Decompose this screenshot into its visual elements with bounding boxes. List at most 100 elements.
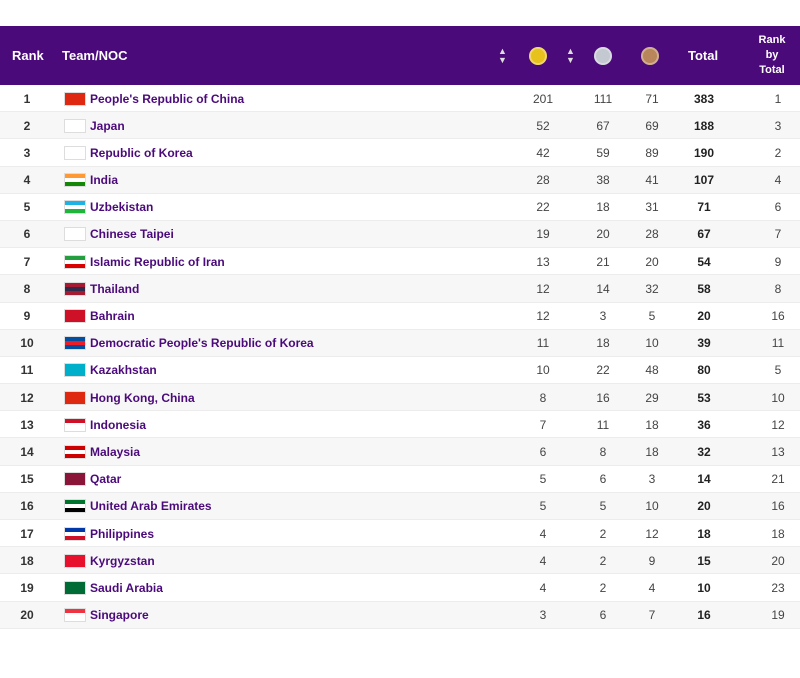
- team-name-link[interactable]: Bahrain: [90, 309, 135, 323]
- team-column-header[interactable]: Team/NOC: [62, 48, 128, 63]
- bronze-count: 10: [645, 336, 659, 351]
- rank-cell: 4: [23, 173, 31, 188]
- total-count: 36: [697, 417, 711, 432]
- gold-count: 3: [539, 608, 547, 623]
- gold-count: 22: [536, 200, 550, 215]
- flag-cell: [64, 547, 86, 574]
- silver-count: 2: [599, 580, 607, 595]
- bronze-medal-header[interactable]: [641, 26, 659, 85]
- gold-count: 4: [539, 553, 547, 568]
- team-name-link[interactable]: Chinese Taipei: [90, 227, 174, 242]
- rank-cell: 5: [23, 200, 31, 215]
- team-name-link[interactable]: Thailand: [90, 281, 140, 296]
- team-name-link[interactable]: Islamic Republic of Iran: [90, 254, 225, 269]
- table-row[interactable]: 5 Uzbekistan 22 18 31 71 6: [0, 194, 800, 221]
- team-name-link[interactable]: Uzbekistan: [90, 200, 154, 215]
- table-row[interactable]: 12 Hong Kong, China 8 16 29 53 10: [0, 384, 800, 412]
- table-row[interactable]: 16 United Arab Emirates 5 5 10 20 16: [0, 492, 800, 520]
- table-row[interactable]: 9 Bahrain 12 3 5 20 16: [0, 303, 800, 330]
- rank-by-total-cell: 8: [774, 281, 782, 296]
- total-column-header[interactable]: Total: [688, 48, 719, 63]
- silver-count: 21: [596, 254, 610, 269]
- table-row[interactable]: 14 Malaysia 6 8 18 32 13: [0, 438, 800, 466]
- flag-cell: [64, 85, 86, 112]
- rank-by-total-cell: 5: [774, 363, 782, 378]
- rank-cell: 7: [23, 254, 31, 269]
- table-row[interactable]: 20 Singapore 3 6 7 16 19: [0, 601, 800, 629]
- total-count: 107: [693, 173, 715, 188]
- bronze-medal-icon: [641, 46, 659, 65]
- team-name-link[interactable]: Democratic People's Republic of Korea: [90, 336, 314, 351]
- total-count: 32: [697, 444, 711, 459]
- silver-count: 18: [596, 336, 610, 351]
- team-name-link[interactable]: Saudi Arabia: [90, 580, 163, 595]
- rank-by-total-column-header[interactable]: Rank by Total: [752, 26, 792, 85]
- team-name-link[interactable]: Republic of Korea: [90, 145, 193, 160]
- table-row[interactable]: 13 Indonesia 7 11 18 36 12: [0, 411, 800, 439]
- table-row[interactable]: 19 Saudi Arabia 4 2 4 10 23: [0, 574, 800, 602]
- gold-count: 12: [536, 281, 550, 296]
- team-name-link[interactable]: Japan: [90, 118, 125, 133]
- gold-count: 4: [539, 526, 547, 541]
- country-flag-icon: [64, 444, 86, 459]
- table-row[interactable]: 18 Kyrgyzstan 4 2 9 15 20: [0, 547, 800, 575]
- bronze-count: 3: [648, 472, 656, 487]
- table-row[interactable]: 15 Qatar 5 6 3 14 21: [0, 466, 800, 493]
- total-count: 39: [697, 336, 711, 351]
- bronze-count: 12: [645, 526, 659, 541]
- country-flag-icon: [64, 363, 86, 378]
- total-count: 10: [697, 580, 711, 595]
- team-sort-icon[interactable]: ▲ ▼: [498, 45, 507, 65]
- gold-medal-header[interactable]: [529, 26, 547, 85]
- team-name-link[interactable]: India: [90, 173, 119, 188]
- silver-count: 22: [596, 363, 610, 378]
- flag-cell: [64, 357, 86, 384]
- flag-cell: [64, 384, 86, 411]
- team-name-link[interactable]: Hong Kong, China: [90, 390, 195, 405]
- silver-count: 18: [596, 200, 610, 215]
- team-name-link[interactable]: Qatar: [90, 472, 122, 487]
- table-row[interactable]: 6 Chinese Taipei 19 20 28 67 7: [0, 220, 800, 249]
- table-row[interactable]: 8 Thailand 12 14 32 58 8: [0, 275, 800, 303]
- team-name-link[interactable]: Indonesia: [90, 417, 147, 432]
- silver-count: 11: [596, 417, 610, 432]
- silver-medal-header[interactable]: [594, 26, 612, 85]
- table-row[interactable]: 10 Democratic People's Republic of Korea 1…: [0, 329, 800, 357]
- table-row[interactable]: 17 Philippines 4 2 12 18 18: [0, 520, 800, 548]
- gold-count: 4: [539, 580, 547, 595]
- rank-cell: 12: [20, 390, 34, 405]
- team-name-link[interactable]: United Arab Emirates: [90, 499, 212, 514]
- team-name-link[interactable]: Singapore: [90, 608, 149, 623]
- team-name-link[interactable]: Philippines: [90, 526, 155, 541]
- flag-cell: [64, 248, 86, 275]
- gold-sort-icon[interactable]: ▲ ▼: [566, 45, 575, 65]
- table-row[interactable]: 2 Japan 52 67 69 188 3: [0, 112, 800, 140]
- country-flag-icon: [64, 227, 86, 242]
- table-row[interactable]: 7 Islamic Republic of Iran 13 21 20 54 9: [0, 248, 800, 276]
- total-count: 54: [697, 254, 711, 269]
- table-row[interactable]: 1 People's Republic of China 201 111 71 383 1: [0, 85, 800, 113]
- rank-column-header[interactable]: Rank: [12, 48, 44, 63]
- silver-count: 111: [593, 91, 613, 106]
- team-name-link[interactable]: People's Republic of China: [90, 91, 245, 106]
- rank-cell: 1: [23, 91, 31, 106]
- country-flag-icon: [64, 91, 86, 106]
- rank-by-total-line-1: Rank: [758, 34, 786, 46]
- total-count: 67: [697, 227, 711, 242]
- silver-count: 59: [596, 145, 610, 160]
- gold-count: 201: [532, 91, 554, 106]
- silver-count: 3: [599, 309, 607, 323]
- total-count: 58: [697, 281, 711, 296]
- table-row[interactable]: 3 Republic of Korea 42 59 89 190 2: [0, 139, 800, 167]
- gold-count: 5: [539, 472, 547, 487]
- rank-by-total-line-2: by: [765, 49, 779, 61]
- team-name-link[interactable]: Malaysia: [90, 444, 141, 459]
- country-flag-icon: [64, 417, 86, 432]
- table-row[interactable]: 4 India 28 38 41 107 4: [0, 166, 800, 194]
- team-name-link[interactable]: Kyrgyzstan: [90, 553, 155, 568]
- team-name-link[interactable]: Kazakhstan: [90, 363, 157, 378]
- rank-cell: 8: [23, 281, 31, 296]
- country-flag-icon: [64, 499, 86, 514]
- table-row[interactable]: 11 Kazakhstan 10 22 48 80 5: [0, 357, 800, 385]
